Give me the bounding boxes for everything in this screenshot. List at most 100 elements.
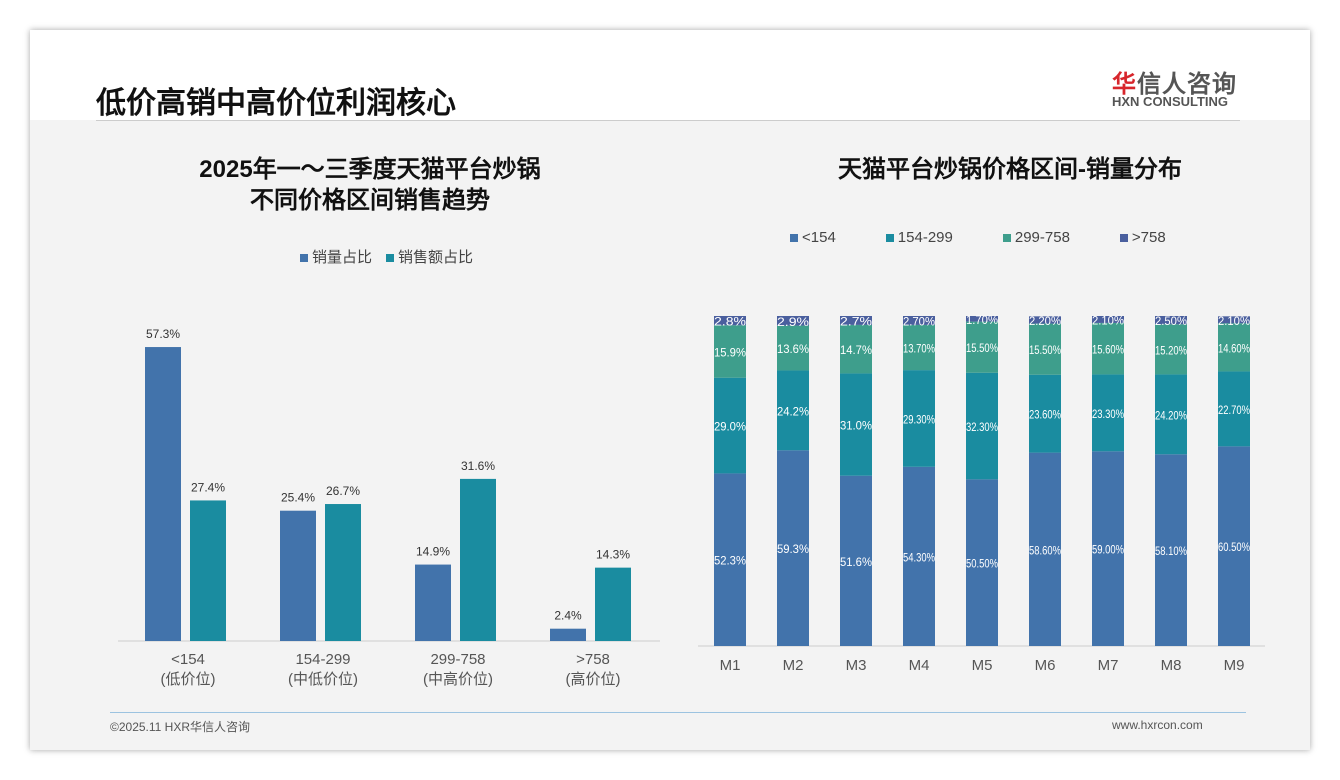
x-tick-label: <154 [171, 651, 205, 668]
data-label: 59.00% [1092, 543, 1124, 557]
data-label: 58.60% [1029, 543, 1061, 557]
stack-segment [840, 324, 872, 374]
legend-item: >758 [1119, 229, 1166, 246]
x-tick-label: 154-299 [295, 651, 350, 668]
data-label: 15.20% [1155, 343, 1187, 357]
data-label: 23.30% [1092, 407, 1124, 421]
data-label: 59.3% [777, 542, 809, 556]
data-label: 2.10% [1092, 313, 1124, 327]
stack-segment [1155, 374, 1187, 455]
legend-label: 销量占比 [312, 249, 373, 266]
stack-segment [777, 450, 809, 646]
legend-swatch [300, 254, 308, 263]
stack-segment [777, 316, 809, 326]
legend-swatch [790, 234, 798, 243]
bar [415, 564, 451, 641]
legend-label: 299-758 [1014, 229, 1070, 246]
legend-item: 销售额占比 [386, 246, 473, 267]
right-chart-title: 天猫平台炒锅价格区间-销量分布 [838, 156, 1182, 183]
legend-swatch [386, 254, 395, 263]
right-legend: <154 154-299 299-758 >758 [790, 229, 1166, 246]
legend-item: <154 [790, 229, 836, 246]
stack-segment [903, 370, 935, 467]
x-tick-sublabel: (中低价位) [288, 671, 358, 688]
stack-segment [966, 479, 998, 646]
bar [190, 500, 226, 641]
data-label: 14.7% [840, 343, 872, 357]
stack-segment [1029, 452, 1061, 646]
data-label: 32.30% [966, 420, 998, 434]
stack-segment [1155, 316, 1187, 325]
data-label: 24.20% [1155, 408, 1187, 422]
legend-label: <154 [802, 229, 836, 246]
bar [325, 504, 361, 641]
data-label: 2.9% [777, 315, 809, 329]
data-label: 2.8% [714, 315, 746, 329]
stack-segment [966, 321, 998, 373]
page-title: 低价高销中高价位利润核心 [96, 87, 456, 120]
charts-svg: 57.3% 27.4% <154 (低价位) 25.4% 26.7% 154-299 (中低价… [118, 313, 1265, 688]
stack-segment [714, 325, 746, 378]
data-label: 2.4% [554, 609, 582, 623]
x-tick-label: M1 [720, 657, 741, 674]
data-label: 54.30% [903, 550, 935, 564]
stack-segment [903, 324, 935, 371]
data-label: 25.4% [281, 491, 315, 505]
data-label: 2.7% [840, 314, 872, 328]
legend-item: 销量占比 [300, 246, 372, 267]
stack-segment [1218, 316, 1250, 324]
data-label: 14.3% [596, 548, 630, 562]
x-tick-label: M7 [1098, 657, 1119, 674]
slide: 低价高销中高价位利润核心 华信人咨询 HXN CONSULTING 2025年一… [30, 30, 1310, 750]
stack-segment [777, 370, 809, 451]
data-label: 27.4% [191, 480, 225, 494]
data-label: 14.9% [416, 545, 450, 559]
stack-segment [840, 373, 872, 476]
stack-segment [1029, 323, 1061, 375]
stack-segment [1029, 374, 1061, 453]
x-tick-label: M2 [783, 657, 804, 674]
data-label: 24.2% [777, 404, 809, 418]
x-tick-label: M8 [1161, 657, 1182, 674]
data-label: 50.50% [966, 557, 998, 571]
left-legend: 销量占比 销售额占比 [300, 246, 473, 267]
logo-en: HXN CONSULTING [1112, 94, 1229, 109]
legend-label: 销售额占比 [398, 249, 474, 266]
data-label: 51.6% [840, 555, 872, 569]
data-label: 31.6% [461, 459, 495, 473]
data-label: 2.10% [1218, 314, 1250, 328]
bar [280, 510, 316, 641]
x-tick-label: M4 [909, 657, 930, 674]
data-label: 15.50% [966, 341, 998, 355]
data-label: 2.50% [1155, 314, 1187, 328]
bar [550, 628, 586, 641]
x-tick-label: M9 [1224, 657, 1245, 674]
data-label: 15.60% [1092, 343, 1124, 357]
header [30, 30, 1310, 120]
data-label: 26.7% [326, 484, 360, 498]
stack-segment [1218, 323, 1250, 372]
stack-segment [714, 316, 746, 326]
bar [460, 478, 496, 641]
title-line: 2025年一～三季度天猫平台炒锅 [199, 156, 541, 183]
x-tick-sublabel: (高价位) [566, 671, 621, 688]
stack-segment [1155, 324, 1187, 375]
stack-segment [1092, 316, 1124, 323]
data-label: 60.50% [1218, 540, 1250, 554]
data-label: 58.10% [1155, 544, 1187, 558]
data-label: 15.9% [714, 345, 746, 359]
x-tick-label: M6 [1035, 657, 1056, 674]
legend-swatch [1002, 234, 1011, 243]
stack-segment [714, 473, 746, 646]
data-label: 13.6% [777, 342, 809, 356]
legend-item: 299-758 [1002, 229, 1070, 246]
x-tick-sublabel: (低价位) [161, 671, 216, 688]
data-label: 2.70% [903, 314, 935, 328]
stack-segment [840, 316, 872, 325]
data-label: 2.20% [1029, 314, 1061, 328]
data-label: 29.0% [714, 420, 746, 434]
logo-red: 华 [1112, 71, 1137, 98]
data-label: 29.30% [903, 412, 935, 426]
x-tick-label: M3 [846, 657, 867, 674]
logo-text: 信人咨询 [1137, 71, 1237, 98]
